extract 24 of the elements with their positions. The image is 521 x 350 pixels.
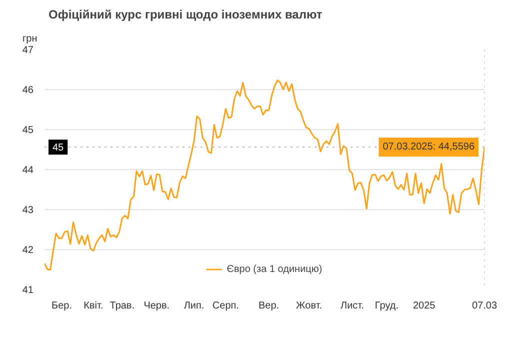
ref-line-label: 45 [52, 142, 64, 154]
x-tick-label: Лист. [340, 300, 364, 312]
y-tick-label: 46 [22, 85, 34, 96]
x-tick-label: 2025 [412, 300, 436, 312]
x-tick-label: Вер. [258, 300, 280, 312]
x-tick-label: Бер. [52, 300, 72, 312]
y-tick-label: 47 [22, 45, 34, 56]
y-tick-label: 41 [22, 285, 34, 296]
x-tick-label: Лип. [184, 300, 204, 312]
x-tick-label: Груд. [374, 300, 399, 312]
y-tick-label: 44 [22, 165, 34, 176]
x-tick-label: Трав. [110, 300, 135, 312]
x-tick-label: Черв. [144, 300, 170, 312]
legend-label: Євро (за 1 одиницю) [226, 264, 322, 274]
x-tick-label: Серп. [212, 300, 239, 312]
y-axis-title: грн [22, 34, 38, 44]
x-tick-label: 07.03 [472, 300, 498, 312]
chart-title: Офіційний курс гривні щодо іноземних валют [48, 8, 322, 22]
x-tick-label: Жовт. [296, 300, 322, 312]
y-tick-label: 42 [22, 245, 34, 256]
annotation: 07.03.2025: 44,5596 [382, 142, 475, 153]
y-tick-label: 43 [22, 205, 34, 216]
x-tick-label: Квіт. [84, 300, 104, 312]
y-tick-label: 45 [22, 125, 34, 136]
